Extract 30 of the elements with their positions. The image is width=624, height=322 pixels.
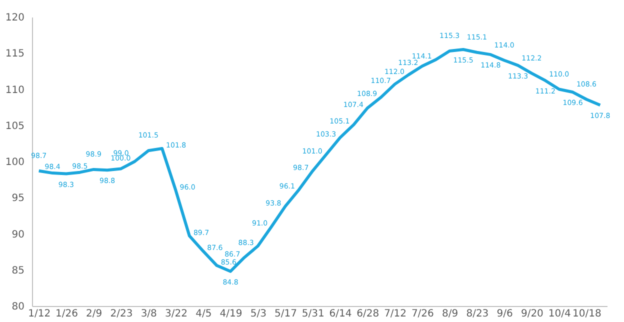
- y-tick-label: 105: [5, 120, 24, 132]
- x-tick-label: 9/6: [496, 308, 513, 320]
- x-tick-label: 8/9: [442, 308, 458, 320]
- x-tick-label: 7/12: [384, 308, 407, 320]
- x-tick-label: 6/28: [356, 308, 380, 320]
- y-tick-label: 100: [5, 157, 24, 168]
- y-tick-label: 85: [12, 265, 24, 276]
- x-tick-label: 10/18: [572, 308, 602, 320]
- y-tick-label: 115: [5, 48, 24, 60]
- y-tick-label: 110: [5, 84, 24, 96]
- x-tick-label: 4/19: [220, 308, 242, 320]
- x-tick-label: 7/26: [411, 308, 434, 320]
- x-tick-label: 8/23: [466, 308, 489, 320]
- x-tick-label: 9/20: [520, 308, 544, 320]
- y-tick-label: 80: [12, 302, 24, 312]
- x-tick-label: 2/23: [110, 308, 133, 320]
- x-tick-label: 3/8: [140, 308, 157, 320]
- x-tick-label: 3/22: [165, 308, 188, 320]
- x-tick-label: 2/9: [86, 308, 102, 320]
- y-tick-label: 95: [12, 193, 24, 204]
- x-tick-label: 5/3: [250, 308, 266, 320]
- y-tick-label: 120: [5, 12, 24, 24]
- x-tick-label: 5/17: [274, 308, 298, 320]
- x-tick-label: 6/14: [329, 308, 352, 320]
- y-tick-label: 90: [12, 229, 24, 240]
- x-tick-label: 10/4: [548, 308, 571, 320]
- x-tick-label: 4/5: [196, 308, 212, 320]
- x-tick-label: 5/31: [302, 308, 324, 320]
- x-tick-label: 1/12: [28, 308, 51, 320]
- x-tick-label: 1/26: [55, 308, 78, 320]
